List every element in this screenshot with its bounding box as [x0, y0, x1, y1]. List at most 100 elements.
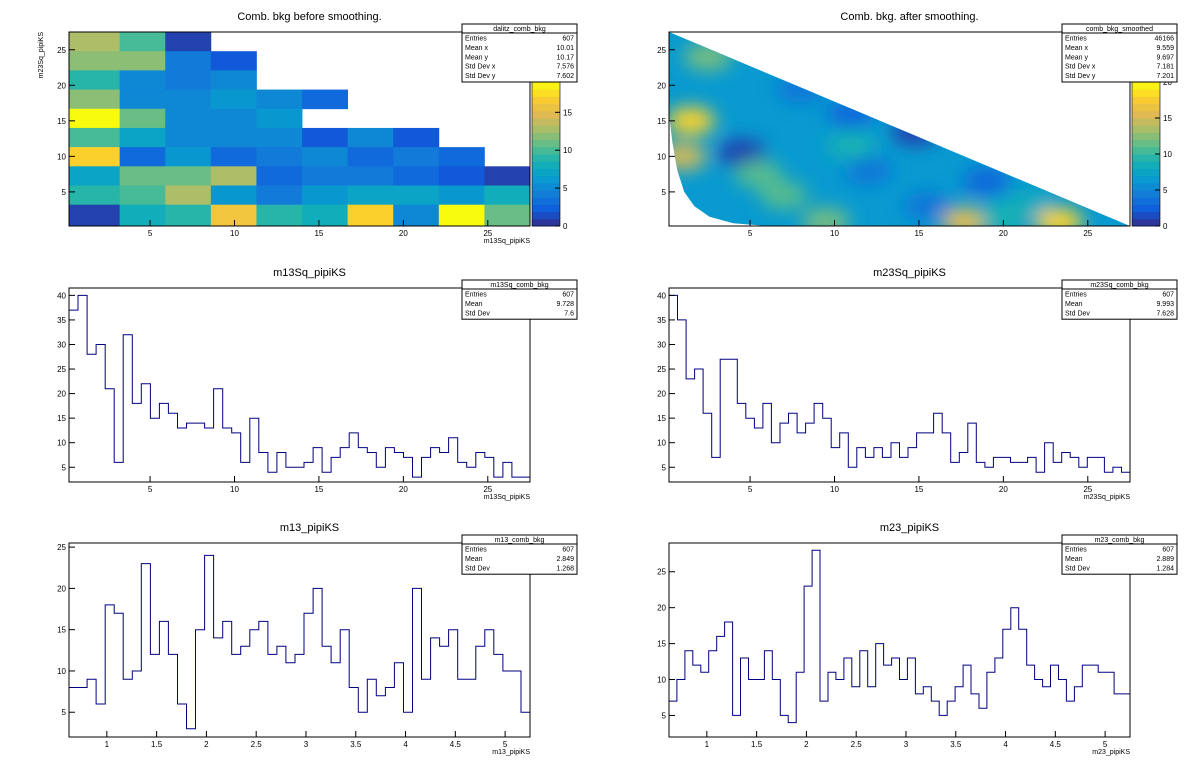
- y-tick-label: 15: [657, 414, 666, 423]
- colorbar-step: [532, 146, 560, 155]
- histogram-bin: [358, 448, 367, 482]
- histogram-bin: [780, 423, 789, 482]
- x-tick-label: 5: [148, 229, 153, 238]
- stats-box: [461, 534, 578, 575]
- stats-value: 7.628: [1156, 310, 1174, 317]
- x-axis-label: m13_pipiKS: [492, 749, 530, 756]
- histogram-bin: [268, 472, 277, 482]
- x-tick-label: 4: [1003, 740, 1008, 749]
- y-tick-label: 15: [57, 414, 66, 423]
- smooth-blob: [1035, 207, 1084, 226]
- heatmap-cell: [302, 166, 349, 186]
- stats-value: 7.576: [556, 64, 574, 71]
- histogram-bin: [177, 704, 186, 737]
- histogram-bin: [917, 433, 926, 482]
- colorbar-tick-label: 15: [563, 108, 572, 117]
- heatmap-cell: [210, 166, 257, 186]
- x-tick-label: 20: [999, 229, 1008, 238]
- histogram-bin: [96, 344, 105, 482]
- x-tick-label: 25: [1083, 229, 1092, 238]
- histogram-bin: [322, 646, 331, 737]
- heatmap-cell: [69, 89, 121, 110]
- colorbar-step: [532, 204, 560, 213]
- histogram-outline: [669, 294, 1130, 473]
- x-tick-label: 5: [503, 740, 508, 749]
- colorbar-step: [1132, 197, 1160, 205]
- y-tick-label: 15: [57, 626, 66, 635]
- histogram-bin: [884, 665, 892, 737]
- stats-label: Std Dev y: [1065, 73, 1096, 80]
- histogram-bin: [1090, 665, 1098, 737]
- heatmap-cell: [69, 166, 121, 186]
- stats-value: 7.602: [556, 73, 574, 80]
- y-tick-label: 25: [657, 365, 666, 374]
- histogram-bin: [923, 687, 931, 737]
- heatmap-cell: [302, 185, 349, 206]
- histogram-bin: [985, 467, 994, 482]
- histogram-bin: [521, 712, 530, 737]
- heatmap-cell: [69, 204, 121, 227]
- heatmap-cell: [438, 185, 485, 206]
- panel-p3: 5 10 15 20 25 5 10 15 20 25 30 35 40 m13Sq_pipiKS m13S…: [57, 267, 578, 501]
- histogram-bin: [951, 462, 960, 482]
- histogram-bin: [331, 663, 340, 737]
- y-tick-label: 20: [57, 584, 66, 593]
- histogram-bin: [892, 658, 900, 737]
- histogram-bin: [963, 665, 971, 737]
- colorbar-step: [532, 168, 560, 177]
- y-axis-label: m23Sq_pipiKS: [38, 32, 45, 79]
- histogram-bin: [703, 413, 712, 482]
- histogram-bin: [1079, 467, 1088, 482]
- heatmap-cell: [484, 185, 531, 206]
- histogram-bin: [150, 418, 159, 482]
- histogram-bin: [205, 428, 214, 482]
- histogram-bin: [947, 701, 955, 737]
- histogram-bin: [1087, 457, 1096, 482]
- smooth-blob: [759, 181, 808, 210]
- histogram-bin: [1082, 665, 1090, 737]
- y-tick-label: 15: [657, 117, 666, 126]
- histogram-bin: [422, 679, 431, 737]
- histogram-bin: [860, 651, 868, 737]
- histogram-bin: [304, 613, 313, 737]
- histogram-bin: [87, 354, 96, 482]
- histogram-bin: [458, 462, 467, 482]
- histogram-bin: [1114, 694, 1122, 737]
- heatmap-cell: [256, 166, 303, 186]
- histogram-bin: [771, 443, 780, 482]
- y-tick-label: 5: [662, 463, 667, 472]
- histogram-bin: [467, 679, 476, 737]
- stats-label: Mean y: [1065, 54, 1088, 61]
- histogram-bin: [367, 453, 376, 482]
- heatmap-cell: [119, 108, 166, 129]
- stats-name: m23Sq_comb_bkg: [1090, 282, 1148, 289]
- histogram-bin: [141, 564, 150, 737]
- smoothed-surface: [669, 32, 1130, 226]
- x-axis-label: m23Sq_pipiKS: [1084, 494, 1131, 501]
- histogram-bin: [458, 679, 467, 737]
- histogram-bin: [756, 680, 764, 737]
- y-tick-label: 5: [62, 188, 67, 197]
- histogram-bin: [403, 712, 412, 737]
- stats-value: 10.17: [556, 54, 574, 61]
- heatmap-cell: [347, 204, 394, 227]
- heatmap-cell: [484, 204, 531, 227]
- histogram-bin: [955, 687, 963, 737]
- histogram-bin: [521, 477, 530, 482]
- heatmap-cell: [302, 147, 349, 167]
- histogram-bin: [431, 638, 440, 737]
- stats-value: 9.728: [556, 301, 574, 308]
- stats-label: Std Dev: [465, 310, 490, 317]
- histogram-bin: [340, 448, 349, 482]
- heatmap-cell: [256, 147, 303, 167]
- heatmap-cell: [165, 32, 212, 52]
- heatmap-cell: [69, 147, 121, 167]
- histogram-bin: [503, 462, 512, 482]
- histogram-bin: [968, 423, 977, 482]
- histogram-bin: [857, 448, 866, 482]
- x-tick-label: 5: [748, 229, 753, 238]
- stats-label: Mean: [1065, 301, 1083, 308]
- y-tick-label: 15: [657, 640, 666, 649]
- x-axis-label: m13Sq_pipiKS: [484, 238, 531, 245]
- histogram-bin: [394, 663, 403, 737]
